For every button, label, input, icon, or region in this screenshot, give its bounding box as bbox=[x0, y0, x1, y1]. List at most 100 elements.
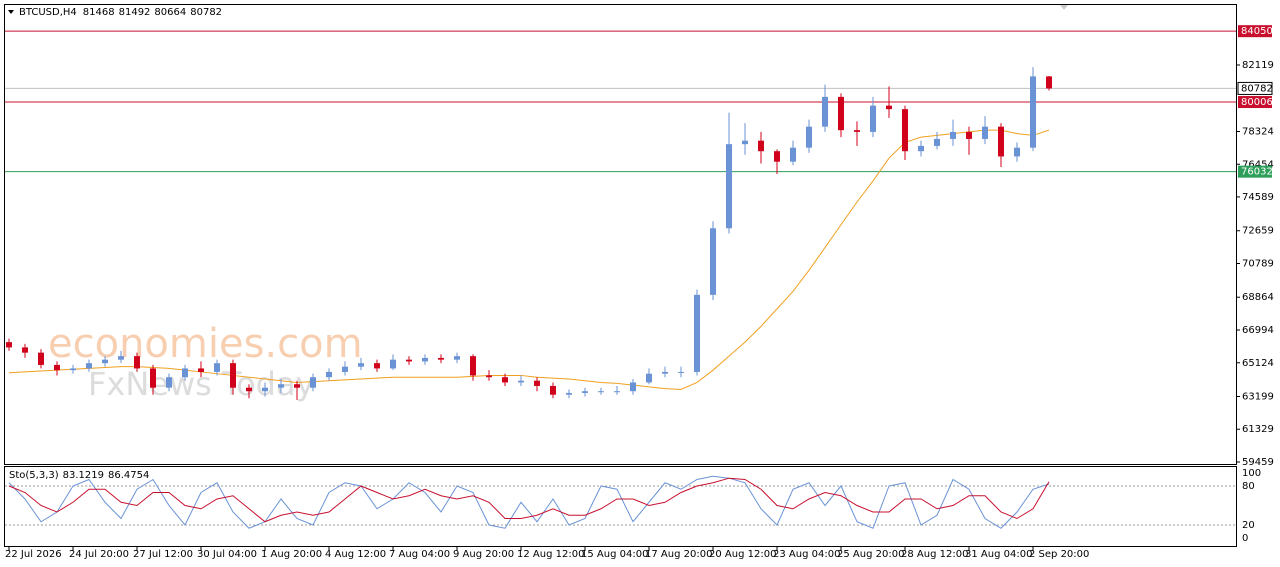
price-label-box bbox=[1237, 81, 1273, 95]
x-tick-label: 20 Aug 12:00 bbox=[709, 549, 776, 560]
y-tick-label: 70789 bbox=[1242, 259, 1274, 270]
candle-body bbox=[694, 294, 700, 372]
level-label-box bbox=[1238, 25, 1272, 38]
candle-body bbox=[566, 392, 572, 395]
y-tick-label: 65124 bbox=[1242, 358, 1274, 369]
candle-body bbox=[854, 130, 860, 132]
y-tick-label: 66994 bbox=[1242, 325, 1274, 336]
candle-body bbox=[726, 144, 732, 229]
candle-body bbox=[262, 387, 268, 392]
candle-body bbox=[6, 342, 12, 348]
y-tick-label: 68864 bbox=[1242, 292, 1274, 303]
candle-body bbox=[422, 357, 428, 362]
candle-body bbox=[358, 363, 364, 367]
x-tick-label: 2 Sep 20:00 bbox=[1029, 549, 1089, 560]
x-tick-label: 23 Aug 04:00 bbox=[773, 549, 840, 560]
symbol: BTCUSD,H4 bbox=[19, 7, 77, 18]
shift-marker bbox=[1060, 5, 1068, 10]
stochastic-label: Sto(5,3,3) bbox=[9, 470, 59, 481]
x-tick-label: 25 Aug 20:00 bbox=[837, 549, 904, 560]
candle-body bbox=[454, 356, 460, 360]
candle-body bbox=[838, 96, 844, 131]
header: BTCUSD,H4 81468 81492 80664 80782 bbox=[19, 7, 222, 18]
level-label-box bbox=[1238, 165, 1272, 178]
x-tick-label: 4 Aug 12:00 bbox=[325, 549, 386, 560]
main-frame bbox=[4, 4, 1237, 465]
candle-body bbox=[662, 371, 668, 374]
candle-body bbox=[406, 359, 412, 362]
candle-body bbox=[38, 352, 44, 365]
candle-body bbox=[198, 368, 204, 372]
x-tick-label: 12 Aug 12:00 bbox=[517, 549, 584, 560]
x-tick-label: 7 Aug 04:00 bbox=[389, 549, 450, 560]
level-label-box bbox=[1238, 96, 1272, 109]
candle-body bbox=[502, 377, 508, 383]
candle-body bbox=[134, 356, 140, 369]
stochastic-main: 83.1219 bbox=[63, 470, 104, 481]
candle-body bbox=[598, 391, 604, 393]
candle-body bbox=[902, 109, 908, 152]
x-tick-label: 1 Aug 20:00 bbox=[261, 549, 322, 560]
x-tick-label: 24 Jul 20:00 bbox=[69, 549, 129, 560]
candle-body bbox=[166, 377, 172, 388]
candle-body bbox=[934, 138, 940, 146]
stochastic-signal: 86.4754 bbox=[108, 470, 149, 481]
candle-body bbox=[966, 131, 972, 139]
level-label: 84050 bbox=[1241, 26, 1273, 37]
candle-body bbox=[710, 228, 716, 295]
stochastic-tick-label: 20 bbox=[1242, 520, 1255, 531]
candle-body bbox=[998, 126, 1004, 157]
candle-body bbox=[486, 375, 492, 378]
candle-body bbox=[614, 391, 620, 393]
stochastic-tick-label: 80 bbox=[1242, 481, 1255, 492]
x-tick-label: 9 Aug 20:00 bbox=[453, 549, 514, 560]
candle-body bbox=[646, 373, 652, 383]
candle-body bbox=[534, 380, 540, 386]
candle-body bbox=[22, 347, 28, 353]
candle-body bbox=[214, 363, 220, 372]
candle-body bbox=[342, 366, 348, 372]
y-tick-label: 72659 bbox=[1242, 226, 1274, 237]
level-label: 80006 bbox=[1241, 97, 1273, 108]
candle-body bbox=[822, 96, 828, 127]
candle-body bbox=[374, 363, 380, 369]
candle-body bbox=[326, 371, 332, 378]
sub-frame bbox=[4, 466, 1237, 547]
candle-body bbox=[102, 359, 108, 364]
candle-body bbox=[150, 368, 156, 388]
level-label: 76032 bbox=[1241, 167, 1273, 178]
candle-body bbox=[54, 364, 60, 371]
candle-body bbox=[630, 382, 636, 392]
candle-body bbox=[182, 368, 188, 378]
candle-body bbox=[86, 363, 92, 369]
stochastic-header: Sto(5,3,3) 83.1219 86.4754 bbox=[9, 470, 149, 481]
candle-body bbox=[470, 356, 476, 376]
x-tick-label: 28 Aug 12:00 bbox=[901, 549, 968, 560]
y-tick-label: 78324 bbox=[1242, 126, 1274, 137]
y-tick-label: 63199 bbox=[1242, 391, 1274, 402]
x-tick-label: 30 Jul 04:00 bbox=[197, 549, 257, 560]
y-tick-label: 82119 bbox=[1242, 60, 1274, 71]
stochastic-line bbox=[8, 477, 1050, 523]
x-tick-label: 22 Jul 2026 bbox=[5, 549, 62, 560]
candle-body bbox=[758, 140, 764, 152]
price-label: 80782 bbox=[1241, 83, 1273, 94]
stochastic-tick-label: 100 bbox=[1242, 468, 1261, 479]
candle-body bbox=[310, 377, 316, 388]
last-close: 80782 bbox=[190, 7, 222, 18]
y-tick-label: 74589 bbox=[1242, 192, 1274, 203]
candle-body bbox=[742, 140, 748, 145]
menu-arrow bbox=[8, 10, 14, 14]
candle-body bbox=[582, 391, 588, 393]
candle-body bbox=[806, 126, 812, 148]
y-tick-label: 76454 bbox=[1242, 159, 1274, 170]
candle-body bbox=[294, 384, 300, 388]
candle-body bbox=[870, 105, 876, 132]
candle-body bbox=[230, 363, 236, 388]
stochastic-tick-label: 0 bbox=[1242, 533, 1248, 544]
candle-body bbox=[70, 368, 76, 371]
candle-body bbox=[774, 151, 780, 162]
x-tick-label: 17 Aug 20:00 bbox=[645, 549, 712, 560]
